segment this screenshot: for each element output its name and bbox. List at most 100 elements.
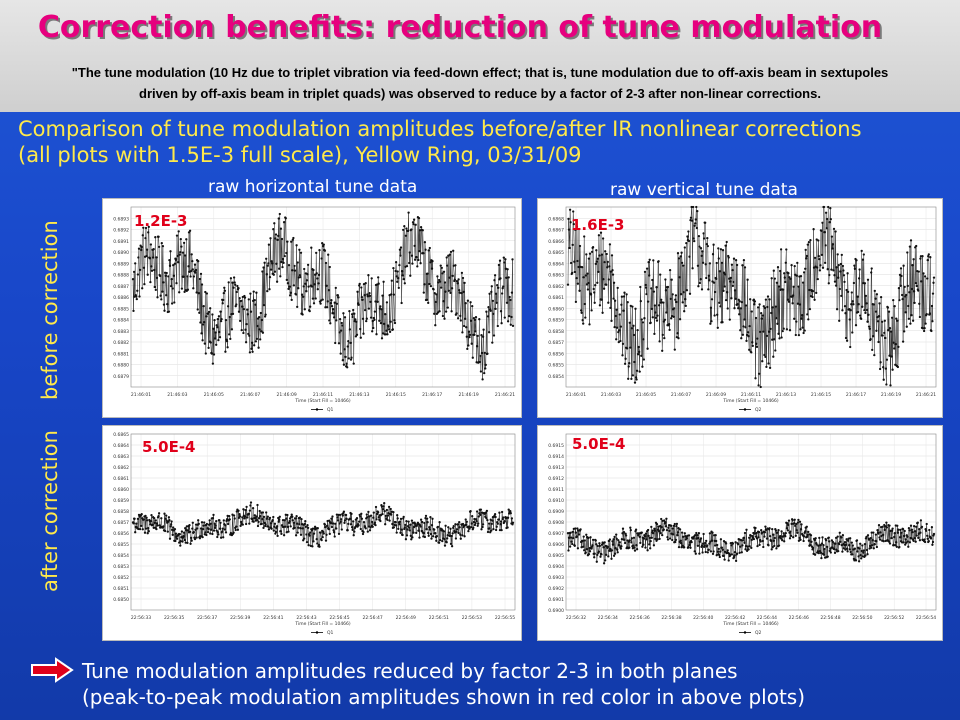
data-point	[417, 258, 420, 262]
data-point	[661, 349, 664, 352]
data-point	[583, 302, 586, 306]
data-point	[587, 281, 590, 285]
data-point	[423, 241, 427, 244]
data-point	[611, 540, 614, 543]
data-point	[590, 250, 594, 254]
data-point	[857, 303, 860, 306]
data-point	[673, 348, 676, 351]
data-point	[773, 338, 776, 341]
data-point	[911, 530, 914, 534]
data-point	[360, 286, 363, 289]
data-point	[175, 234, 179, 237]
data-point	[195, 536, 198, 539]
data-point	[405, 519, 408, 523]
data-point	[493, 513, 497, 516]
data-point	[311, 545, 314, 548]
data-point	[631, 305, 634, 308]
data-point	[293, 526, 296, 530]
data-point	[760, 529, 763, 532]
data-point	[313, 273, 317, 276]
data-point	[186, 529, 190, 532]
data-point	[331, 308, 335, 311]
data-point	[591, 246, 595, 249]
data-point	[735, 552, 739, 555]
data-point	[754, 526, 757, 530]
data-point	[737, 307, 740, 310]
data-point	[723, 558, 726, 561]
data-point	[674, 294, 678, 297]
data-point	[645, 292, 648, 296]
data-point	[191, 259, 194, 263]
x-tick-label: 21:46:11	[313, 392, 333, 398]
data-point	[405, 264, 409, 268]
quote-text: "The tune modulation (10 Hz due to tripl…	[16, 62, 944, 104]
data-point	[845, 288, 848, 292]
data-point	[620, 295, 624, 298]
data-point	[753, 300, 757, 303]
data-point	[188, 229, 192, 232]
data-point	[153, 521, 156, 525]
data-point	[823, 547, 826, 551]
x-tick-label: 21:46:21	[495, 392, 515, 398]
data-point	[379, 305, 382, 308]
data-point	[746, 331, 750, 334]
data-point	[365, 513, 368, 516]
data-point	[165, 294, 168, 297]
data-point	[578, 244, 582, 248]
data-point	[931, 320, 934, 323]
data-point	[390, 279, 393, 282]
data-point	[494, 292, 498, 295]
data-point	[918, 302, 921, 305]
data-point	[931, 292, 935, 295]
data-point	[857, 277, 861, 280]
data-point	[211, 313, 214, 316]
data-point	[197, 522, 200, 526]
data-point	[643, 317, 646, 320]
data-point	[683, 532, 686, 535]
data-point	[456, 282, 459, 285]
data-point	[671, 538, 674, 542]
data-point	[444, 524, 447, 527]
data-point	[605, 283, 608, 286]
data-point	[917, 270, 920, 273]
data-point	[442, 300, 445, 303]
data-point	[851, 544, 854, 547]
data-point	[423, 521, 426, 525]
x-tick-label: 22:56:32	[566, 615, 586, 621]
data-point	[782, 532, 785, 535]
data-point	[412, 525, 416, 529]
data-point	[808, 307, 812, 311]
data-point	[234, 283, 237, 286]
data-point	[180, 287, 184, 290]
data-point	[731, 268, 734, 272]
data-point	[585, 253, 588, 256]
y-tick-label: 0.6886	[113, 295, 129, 301]
data-point	[817, 239, 820, 242]
data-point	[909, 239, 913, 242]
y-tick-label: 0.6860	[113, 487, 129, 493]
data-point	[398, 520, 402, 523]
data-point	[329, 322, 332, 325]
data-point	[695, 205, 698, 209]
data-point	[262, 266, 265, 269]
data-point	[477, 515, 480, 518]
data-point	[325, 284, 328, 287]
data-point	[440, 286, 443, 289]
x-tick-label: 21:46:15	[386, 392, 406, 398]
data-point	[709, 550, 713, 553]
data-point	[260, 318, 263, 322]
data-point	[467, 344, 470, 347]
data-point	[153, 268, 156, 272]
data-point	[355, 517, 359, 520]
y-tick-label: 0.6861	[113, 476, 129, 482]
data-point	[218, 527, 222, 530]
data-point	[660, 298, 663, 301]
data-point	[664, 525, 668, 528]
y-tick-label: 0.6864	[548, 261, 564, 267]
data-point	[698, 552, 701, 555]
data-point	[296, 305, 299, 309]
data-point	[233, 281, 236, 284]
data-point	[450, 287, 454, 290]
data-point	[159, 274, 162, 278]
y-tick-label: 0.6905	[548, 553, 564, 559]
